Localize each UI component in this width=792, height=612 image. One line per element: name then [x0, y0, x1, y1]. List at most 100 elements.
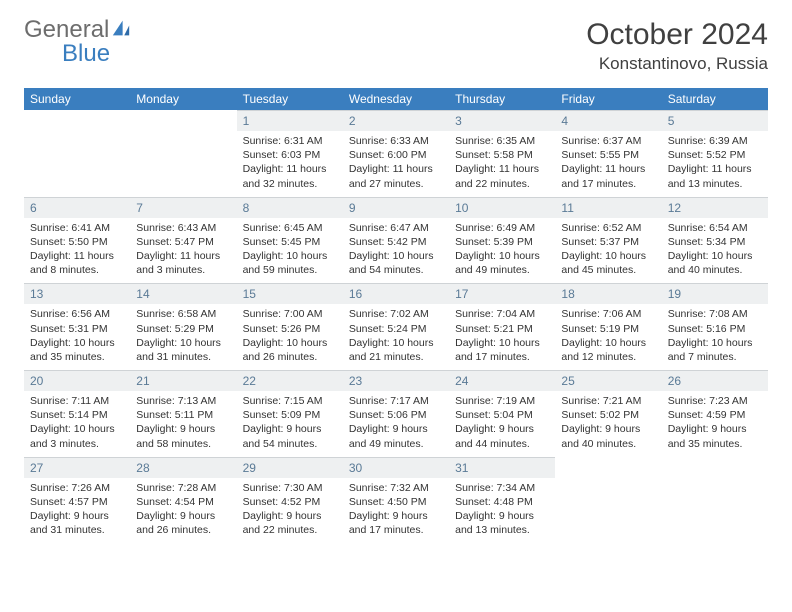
- day-number: 22: [237, 370, 343, 391]
- sunset-line: Sunset: 5:04 PM: [455, 409, 533, 421]
- sunset-line: Sunset: 5:02 PM: [561, 409, 639, 421]
- daylight-line: Daylight: 9 hours and 13 minutes.: [455, 510, 534, 536]
- calendar-day-cell: 29Sunrise: 7:30 AMSunset: 4:52 PMDayligh…: [237, 457, 343, 544]
- day-header: Saturday: [662, 88, 768, 110]
- day-number: 7: [130, 197, 236, 218]
- sunrise-line: Sunrise: 7:15 AM: [243, 395, 323, 407]
- day-details: Sunrise: 7:00 AMSunset: 5:26 PMDaylight:…: [237, 304, 343, 370]
- day-number: 23: [343, 370, 449, 391]
- sunrise-line: Sunrise: 7:13 AM: [136, 395, 216, 407]
- day-number: 17: [449, 283, 555, 304]
- sunrise-line: Sunrise: 6:45 AM: [243, 222, 323, 234]
- day-number: 20: [24, 370, 130, 391]
- sunrise-line: Sunrise: 6:39 AM: [668, 135, 748, 147]
- daylight-line: Daylight: 9 hours and 31 minutes.: [30, 510, 109, 536]
- calendar-empty-cell: [130, 110, 236, 197]
- day-number: 27: [24, 457, 130, 478]
- calendar-day-cell: 3Sunrise: 6:35 AMSunset: 5:58 PMDaylight…: [449, 110, 555, 197]
- daylight-line: Daylight: 10 hours and 17 minutes.: [455, 337, 540, 363]
- daylight-line: Daylight: 11 hours and 17 minutes.: [561, 163, 645, 189]
- day-number: 16: [343, 283, 449, 304]
- sunset-line: Sunset: 5:31 PM: [30, 323, 108, 335]
- day-header: Wednesday: [343, 88, 449, 110]
- daylight-line: Daylight: 10 hours and 35 minutes.: [30, 337, 115, 363]
- calendar-week-row: 6Sunrise: 6:41 AMSunset: 5:50 PMDaylight…: [24, 197, 768, 284]
- calendar-day-cell: 1Sunrise: 6:31 AMSunset: 6:03 PMDaylight…: [237, 110, 343, 197]
- sunset-line: Sunset: 5:11 PM: [136, 409, 213, 421]
- day-details: Sunrise: 6:52 AMSunset: 5:37 PMDaylight:…: [555, 218, 661, 284]
- calendar-day-cell: 14Sunrise: 6:58 AMSunset: 5:29 PMDayligh…: [130, 283, 236, 370]
- day-number: 28: [130, 457, 236, 478]
- sunset-line: Sunset: 4:48 PM: [455, 496, 533, 508]
- day-details: Sunrise: 7:32 AMSunset: 4:50 PMDaylight:…: [343, 478, 449, 544]
- sunset-line: Sunset: 5:45 PM: [243, 236, 321, 248]
- sunrise-line: Sunrise: 6:56 AM: [30, 308, 110, 320]
- location-label: Konstantinovo, Russia: [586, 54, 768, 74]
- day-details: Sunrise: 6:37 AMSunset: 5:55 PMDaylight:…: [555, 131, 661, 197]
- day-details: Sunrise: 6:58 AMSunset: 5:29 PMDaylight:…: [130, 304, 236, 370]
- day-details: Sunrise: 7:02 AMSunset: 5:24 PMDaylight:…: [343, 304, 449, 370]
- day-details: Sunrise: 6:56 AM Sunset: 5:31 PM Daylight:…: [24, 304, 130, 370]
- daylight-line: Daylight: 10 hours and 54 minutes.: [349, 250, 434, 276]
- month-title: October 2024: [586, 18, 768, 52]
- day-header-row: SundayMondayTuesdayWednesdayThursdayFrid…: [24, 88, 768, 110]
- day-header: Sunday: [24, 88, 130, 110]
- day-details: Sunrise: 7:08 AMSunset: 5:16 PMDaylight:…: [662, 304, 768, 370]
- daylight-line: Daylight: 11 hours and 13 minutes.: [668, 163, 752, 189]
- calendar-day-cell: 23Sunrise: 7:17 AMSunset: 5:06 PMDayligh…: [343, 370, 449, 457]
- day-number: 18: [555, 283, 661, 304]
- calendar-day-cell: 17Sunrise: 7:04 AMSunset: 5:21 PMDayligh…: [449, 283, 555, 370]
- sunrise-line: Sunrise: 6:35 AM: [455, 135, 535, 147]
- daylight-line: Daylight: 11 hours and 8 minutes.: [30, 250, 114, 276]
- sunset-line: Sunset: 5:24 PM: [349, 323, 427, 335]
- day-number: 29: [237, 457, 343, 478]
- sunset-line: Sunset: 6:00 PM: [349, 149, 427, 161]
- day-details: Sunrise: 7:15 AMSunset: 5:09 PMDaylight:…: [237, 391, 343, 457]
- calendar-week-row: 1Sunrise: 6:31 AMSunset: 6:03 PMDaylight…: [24, 110, 768, 197]
- daylight-line: Daylight: 10 hours and 59 minutes.: [243, 250, 328, 276]
- sunrise-line: Sunrise: 6:31 AM: [243, 135, 323, 147]
- day-header: Monday: [130, 88, 236, 110]
- daylight-line: Daylight: 9 hours and 54 minutes.: [243, 423, 322, 449]
- calendar-day-cell: 28Sunrise: 7:28 AMSunset: 4:54 PMDayligh…: [130, 457, 236, 544]
- sunrise-line: Sunrise: 7:34 AM: [455, 482, 535, 494]
- daylight-line: Daylight: 9 hours and 22 minutes.: [243, 510, 322, 536]
- sunrise-line: Sunrise: 6:58 AM: [136, 308, 216, 320]
- day-number: 4: [555, 110, 661, 131]
- sunset-line: Sunset: 5:14 PM: [30, 409, 108, 421]
- day-number: 30: [343, 457, 449, 478]
- day-details: Sunrise: 6:39 AM Sunset: 5:52 PM Daylight:…: [662, 131, 768, 197]
- day-number: 15: [237, 283, 343, 304]
- title-block: October 2024 Konstantinovo, Russia: [586, 18, 768, 74]
- calendar-day-cell: 27Sunrise: 7:26 AMSunset: 4:57 PMDayligh…: [24, 457, 130, 544]
- daylight-line: Daylight: 9 hours and 44 minutes.: [455, 423, 534, 449]
- day-number: 21: [130, 370, 236, 391]
- calendar-day-cell: 8Sunrise: 6:45 AMSunset: 5:45 PMDaylight…: [237, 197, 343, 284]
- day-number: 5: [662, 110, 768, 131]
- sunrise-line: Sunrise: 7:26 AM: [30, 482, 110, 494]
- sunrise-line: Sunrise: 6:41 AM: [30, 222, 110, 234]
- sunset-line: Sunset: 5:26 PM: [243, 323, 321, 335]
- day-header: Tuesday: [237, 88, 343, 110]
- sunrise-line: Sunrise: 6:54 AM: [668, 222, 748, 234]
- logo: GeneralBlue: [24, 18, 131, 66]
- calendar-day-cell: 19Sunrise: 7:08 AMSunset: 5:16 PMDayligh…: [662, 283, 768, 370]
- calendar-day-cell: 24Sunrise: 7:19 AMSunset: 5:04 PMDayligh…: [449, 370, 555, 457]
- day-details: Sunrise: 7:26 AMSunset: 4:57 PMDaylight:…: [24, 478, 130, 544]
- daylight-line: Daylight: 11 hours and 3 minutes.: [136, 250, 220, 276]
- calendar-day-cell: 6Sunrise: 6:41 AMSunset: 5:50 PMDaylight…: [24, 197, 130, 284]
- sunset-line: Sunset: 5:42 PM: [349, 236, 427, 248]
- day-details: Sunrise: 6:31 AMSunset: 6:03 PMDaylight:…: [237, 131, 343, 197]
- daylight-line: Daylight: 9 hours and 49 minutes.: [349, 423, 428, 449]
- day-details: Sunrise: 7:19 AMSunset: 5:04 PMDaylight:…: [449, 391, 555, 457]
- day-number: 2: [343, 110, 449, 131]
- sunset-line: Sunset: 5:39 PM: [455, 236, 533, 248]
- day-number: 24: [449, 370, 555, 391]
- calendar-day-cell: 25Sunrise: 7:21 AMSunset: 5:02 PMDayligh…: [555, 370, 661, 457]
- day-number: 9: [343, 197, 449, 218]
- sunset-line: Sunset: 5:50 PM: [30, 236, 108, 248]
- sunset-line: Sunset: 5:52 PM: [668, 149, 746, 161]
- day-number: 25: [555, 370, 661, 391]
- day-number: 10: [449, 197, 555, 218]
- daylight-line: Daylight: 9 hours and 40 minutes.: [561, 423, 640, 449]
